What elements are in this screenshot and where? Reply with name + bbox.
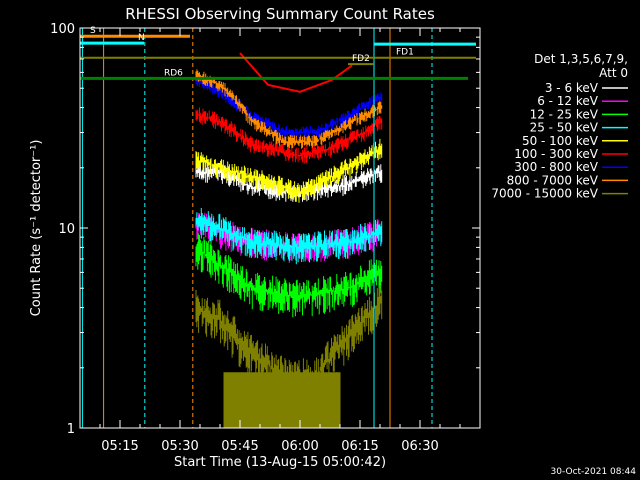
y-tick-label-2: 100 bbox=[50, 22, 75, 37]
y-axis-label: Count Rate (s⁻¹ detector⁻¹) bbox=[29, 140, 44, 317]
series-2 bbox=[195, 233, 383, 318]
legend-label-0: 3 - 6 keV bbox=[545, 81, 599, 95]
data-layer bbox=[195, 52, 383, 428]
x-tick-label-1: 05:30 bbox=[161, 439, 198, 454]
timestamp: 30-Oct-2021 08:44 bbox=[551, 467, 637, 477]
series-5 bbox=[195, 107, 383, 164]
legend-label-3: 25 - 50 keV bbox=[530, 121, 599, 135]
legend-label-2: 12 - 25 keV bbox=[530, 107, 599, 121]
legend-label-7: 800 - 7000 keV bbox=[507, 173, 599, 187]
y-tick-label-0: 1 bbox=[67, 422, 75, 437]
flag-label-n: N bbox=[138, 33, 145, 43]
flags-layer: S N FD1 RD6 FD2 bbox=[80, 26, 476, 428]
chart-title: RHESSI Observing Summary Count Rates bbox=[125, 5, 435, 23]
legend-label-4: 50 - 100 keV bbox=[522, 134, 599, 148]
flag-label-fd1: FD1 bbox=[396, 48, 414, 58]
axes-layer: 05:15 05:30 05:45 06:00 06:15 06:30 1 10 100 bbox=[50, 22, 481, 454]
series-4 bbox=[195, 138, 383, 203]
y-tick-label-1: 10 bbox=[58, 222, 75, 237]
flag-label-s: S bbox=[90, 26, 96, 36]
flag-label-rd6: RD6 bbox=[164, 68, 183, 78]
legend-header-line2: Att 0 bbox=[599, 66, 628, 80]
x-tick-label-4: 06:15 bbox=[341, 439, 378, 454]
series-7 bbox=[195, 69, 383, 149]
x-tick-label-3: 06:00 bbox=[281, 439, 318, 454]
x-axis-label: Start Time (13-Aug-15 05:00:42) bbox=[174, 455, 386, 470]
x-tick-label-0: 05:15 bbox=[101, 439, 138, 454]
flag-label-fd2: FD2 bbox=[352, 54, 370, 64]
legend-label-1: 6 - 12 keV bbox=[537, 94, 599, 108]
legend-label-8: 7000 - 15000 keV bbox=[491, 187, 598, 201]
x-tick-label-2: 05:45 bbox=[221, 439, 258, 454]
olive-low-trace bbox=[223, 372, 341, 428]
legend-header-line1: Det 1,3,5,6,7,9, bbox=[534, 52, 628, 66]
x-tick-label-5: 06:30 bbox=[401, 439, 438, 454]
legend-label-5: 100 - 300 keV bbox=[514, 147, 598, 161]
red-upper-trace bbox=[239, 52, 353, 93]
series-3 bbox=[195, 208, 383, 265]
legend-label-6: 300 - 800 keV bbox=[514, 160, 598, 174]
